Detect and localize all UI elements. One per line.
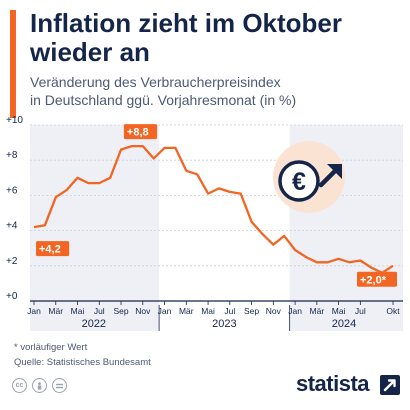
y-tick-label: +10: [6, 115, 23, 126]
x-tick-label: Okt: [386, 306, 400, 316]
footnote-note: * vorläufiger Wert: [14, 342, 88, 353]
title-accent-bar: [10, 10, 16, 118]
x-tick-label: Jul: [94, 306, 105, 316]
inflation-series-line: [33, 144, 394, 274]
x-tick-label: Jan: [27, 306, 41, 316]
annotation-badge: [123, 124, 158, 140]
annotation-badge: [36, 241, 70, 257]
x-tick-label: Sep: [244, 306, 259, 316]
x-tick-label: Mär: [48, 306, 63, 316]
y-tick-label: +4: [6, 221, 18, 232]
license-icons: cc: [12, 378, 67, 393]
x-tick-label: Mär: [310, 306, 325, 316]
y-tick-label: +6: [6, 185, 18, 196]
x-tick-label: Jan: [158, 306, 172, 316]
annotation-label: +8,8: [127, 127, 149, 139]
x-tick-label: Sep: [113, 306, 128, 316]
person-icon[interactable]: [32, 378, 47, 393]
year-band-2022: [30, 125, 160, 331]
x-tick-label: Jan: [288, 306, 302, 316]
x-tick-label: Jul: [355, 306, 366, 316]
euro-symbol-icon: €: [292, 168, 306, 196]
euro-coin-icon: [278, 160, 320, 202]
footnote: * vorläufiger Wert Quelle: Statistisches…: [14, 340, 151, 370]
arrow-head-icon: [327, 164, 342, 179]
x-tick-label: Mai: [332, 306, 346, 316]
y-tick-label: +8: [6, 150, 18, 161]
year-label-2024: 2024: [332, 318, 356, 330]
statista-logo-mark: [380, 375, 400, 395]
subtitle-line-1: Veränderung des Verbraucherpreisindex: [30, 74, 281, 90]
annotation-badge: [357, 271, 397, 287]
y-tick-label: +2: [6, 256, 18, 267]
footnote-source: Quelle: Statistisches Bundesamt: [14, 357, 151, 368]
annotation-label: +4,2: [39, 244, 61, 256]
subtitle: Veränderung des Verbraucherpreisindex in…: [30, 73, 400, 109]
annotation-label: +2,0*: [360, 274, 387, 286]
year-label-2022: 2022: [82, 318, 106, 330]
x-tick-label: Mai: [201, 306, 215, 316]
x-tick-label: Jul: [224, 306, 235, 316]
y-tick-label: +0: [6, 291, 18, 302]
page-title: Inflation zieht im Oktober wieder an: [30, 8, 343, 67]
x-tick-label: Mär: [179, 306, 194, 316]
equals-icon[interactable]: [52, 378, 67, 393]
cc-icon[interactable]: cc: [12, 378, 27, 393]
x-tick-label: Nov: [266, 306, 282, 316]
inflation-line-chart: +0 +2 +4 +6 +8 +10 Jan Mär Mai Jul Sep Nov Jan Mär Mai…: [6, 115, 403, 331]
year-label-2023: 2023: [212, 318, 236, 330]
x-tick-label: Mai: [71, 306, 85, 316]
subtitle-line-2: in Deutschland ggü. Vorjahresmonat (in %…: [30, 92, 297, 108]
x-tick-label: Nov: [135, 306, 151, 316]
statista-logo[interactable]: statista: [296, 371, 370, 396]
